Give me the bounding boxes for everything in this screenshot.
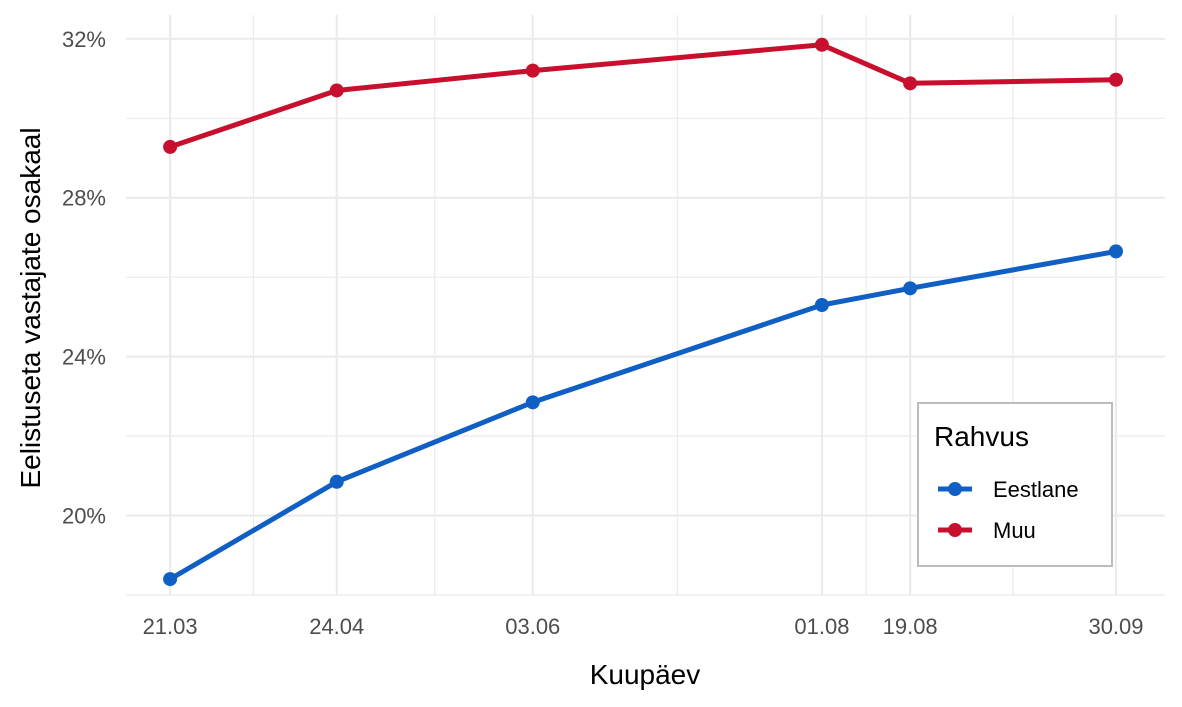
x-tick-label: 03.06 [505,614,560,639]
data-point [525,395,540,410]
series-layer [163,37,1123,587]
legend-title: Rahvus [934,421,1029,452]
x-tick-label: 24.04 [309,614,364,639]
data-point [163,572,178,587]
data-point [1108,72,1123,87]
y-tick-label: 32% [62,27,106,52]
legend-label: Muu [993,518,1036,543]
data-point [814,298,829,312]
data-point [329,474,344,489]
x-tick-label: 01.08 [794,614,849,639]
data-point [903,76,918,91]
legend-label: Eestlane [993,477,1079,502]
x-tick-label: 30.09 [1088,614,1143,639]
y-axis-title: Eelistuseta vastajate osakaal [15,127,46,488]
y-tick-label: 28% [62,186,106,211]
series-line [167,248,1119,582]
data-point [1108,244,1123,259]
legend-box [917,402,1113,567]
data-point [814,37,829,52]
y-axis-ticks: 20% 24% 28% 32% [62,27,106,529]
data-point [163,139,178,154]
y-tick-label: 20% [62,504,106,529]
x-tick-label: 21.03 [143,614,198,639]
series-line [167,42,1119,150]
legend: Rahvus Eestlane Muu [917,402,1113,567]
x-axis-title: Kuupäev [590,659,701,690]
legend-key-point [948,482,962,496]
y-tick-label: 24% [62,345,106,370]
x-axis-ticks: 21.03 24.04 03.06 01.08 19.08 30.09 [143,614,1144,639]
data-point [903,281,918,296]
x-tick-label: 19.08 [883,614,938,639]
data-point [525,63,540,78]
minor-gridlines [126,15,1165,596]
legend-key-point [948,523,962,537]
data-point [329,83,344,98]
legend-items: Eestlane Muu [938,477,1079,543]
